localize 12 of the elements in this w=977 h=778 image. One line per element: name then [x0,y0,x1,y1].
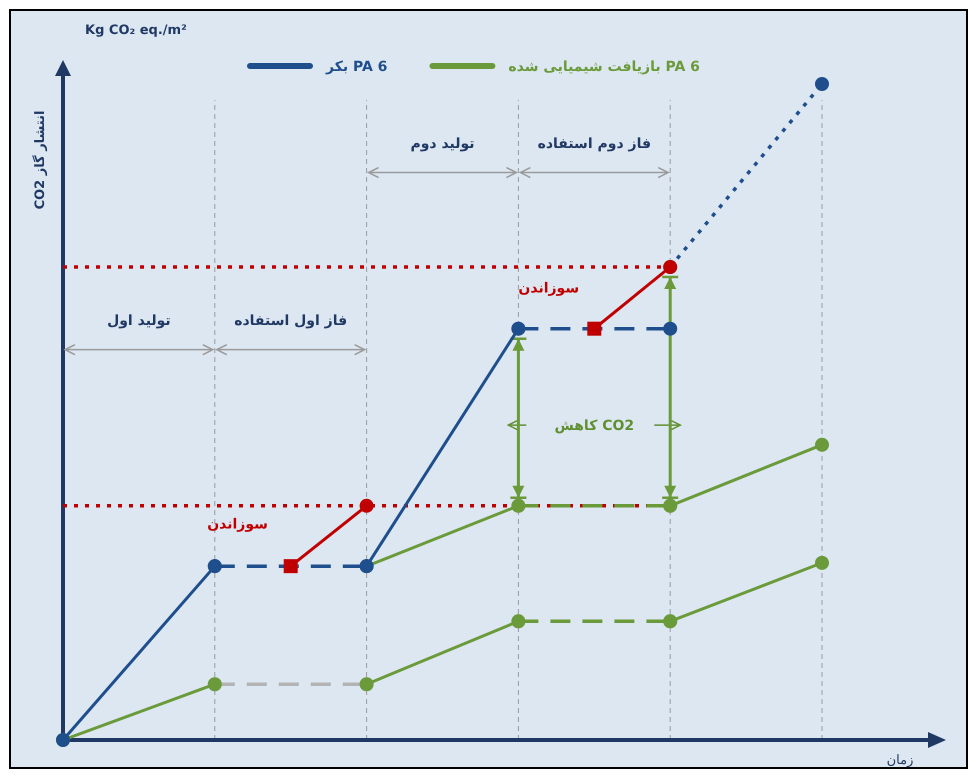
text: Kg CO₂ eq./m² [85,23,187,38]
annotation: سوزاندن [518,280,580,296]
x-axis-title: زمان [886,753,914,768]
legend-label: PA 6 بکر [325,59,388,75]
annotation: تولید دوم [410,136,475,152]
annotation: فاز دوم استفاده [538,136,652,152]
annotation: CO2 کاهش [554,418,634,434]
y-axis-title: انتشار گاز CO2 [32,110,48,210]
annotation: فاز اول استفاده [234,313,348,330]
annotation: سوزاندن [207,516,268,533]
annotation: تولید اول [107,313,171,330]
legend-label: PA 6 بازیافت شیمیایی شده [508,59,700,75]
